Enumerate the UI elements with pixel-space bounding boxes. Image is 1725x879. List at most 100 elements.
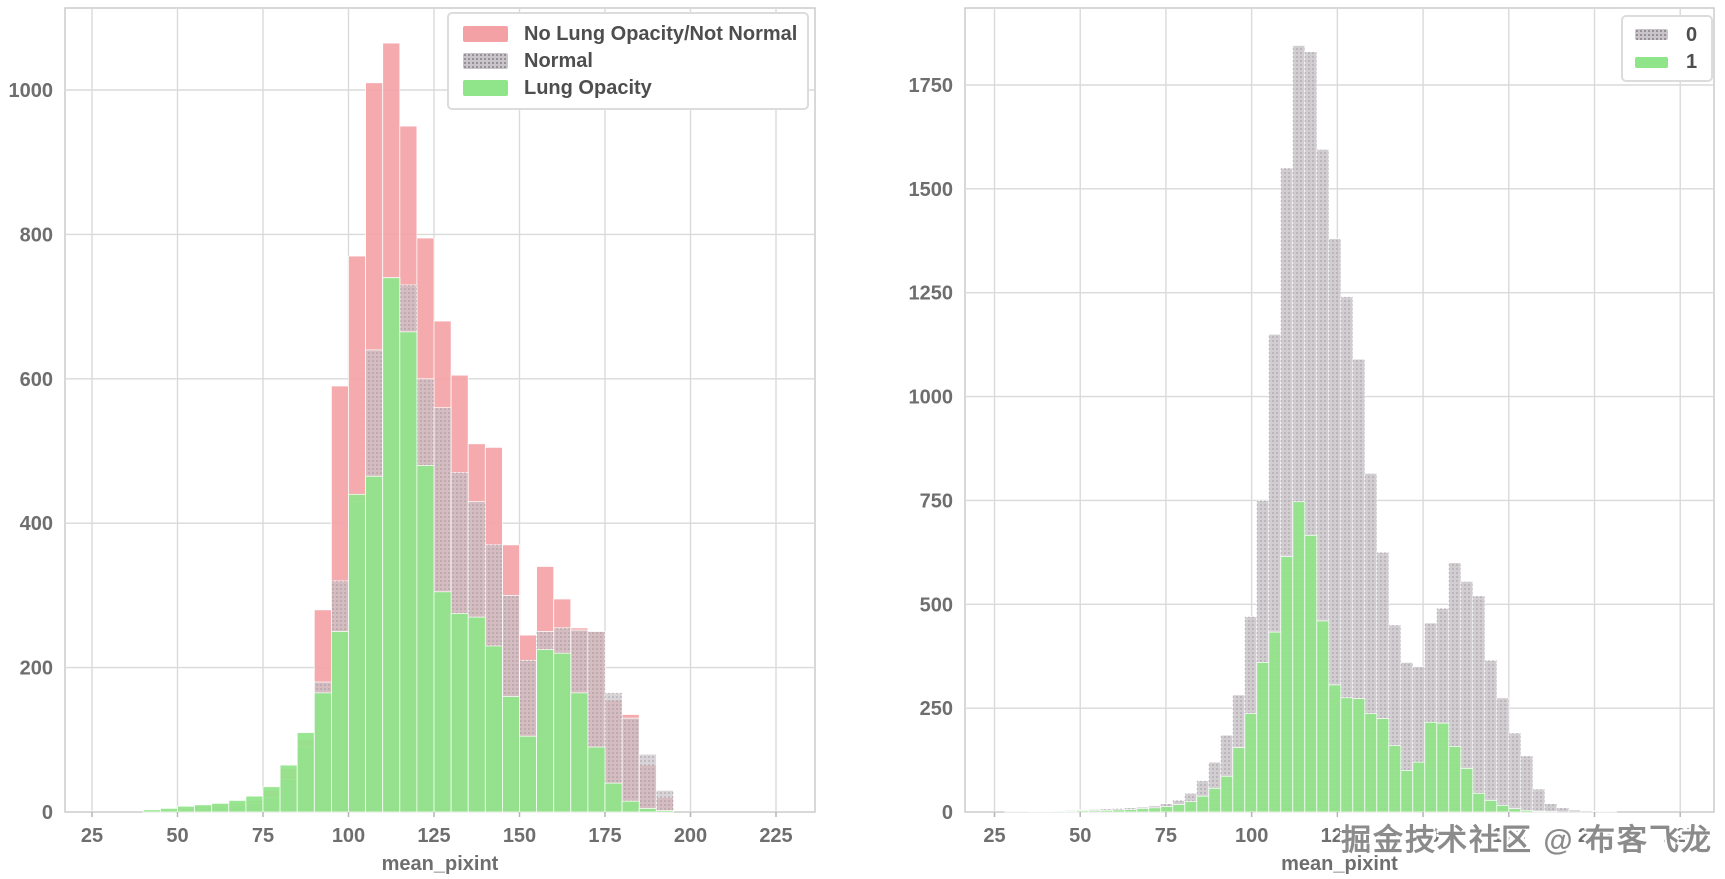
histogram-bar — [570, 692, 589, 813]
x-tick-label: 100 — [332, 825, 365, 847]
histogram-bar — [484, 645, 503, 813]
histogram-bar — [228, 800, 247, 813]
x-tick-label: 125 — [417, 825, 450, 847]
x-tick-label: 50 — [166, 825, 188, 847]
y-tick-label: 1000 — [9, 80, 54, 102]
histogram-bar — [1328, 684, 1342, 813]
histogram-bar — [1124, 809, 1138, 813]
histogram-bar — [1388, 745, 1402, 813]
histogram-bar — [1292, 501, 1306, 813]
y-tick-label: 200 — [20, 658, 53, 680]
histogram-bar — [382, 277, 401, 813]
x-tick-label: 50 — [1069, 825, 1091, 847]
histogram-bar — [194, 804, 213, 813]
x-tick-label: 225 — [759, 825, 792, 847]
y-tick-label: 1750 — [909, 75, 954, 97]
histogram-bar-hatch — [639, 754, 657, 812]
legend-item: Normal — [463, 47, 793, 74]
y-tick-label: 1000 — [909, 387, 954, 409]
histogram-bar — [1232, 747, 1246, 813]
histogram-bar — [1160, 806, 1174, 813]
histogram-bar — [1472, 792, 1486, 813]
y-tick-label: 250 — [920, 698, 953, 720]
x-tick-label: 150 — [1406, 825, 1439, 847]
y-tick-label: 1250 — [909, 283, 954, 305]
histogram-bar-hatch — [656, 790, 674, 812]
histogram-bar — [1064, 810, 1078, 813]
histogram-bar — [1436, 722, 1450, 813]
x-tick-label: 125 — [1321, 825, 1354, 847]
left-histogram-axes: 25 50 75 100 125 150 175 200 225 0 200 400 600 800 100… — [9, 7, 816, 875]
legend-item: Lung Opacity — [463, 75, 793, 102]
histogram-bar — [1052, 810, 1066, 813]
histogram-bar — [262, 786, 281, 813]
histogram-bar — [1496, 804, 1510, 813]
histogram-bar — [177, 805, 196, 813]
y-tick-label: 500 — [920, 594, 953, 616]
histogram-bar — [1196, 795, 1210, 813]
histogram-bar — [655, 810, 674, 813]
histogram-bar — [1148, 807, 1162, 813]
y-tick-label: 600 — [20, 369, 53, 391]
histogram-bar-hatch — [1556, 807, 1569, 812]
histogram-bar — [536, 649, 555, 813]
x-tick-label: 200 — [1578, 825, 1611, 847]
legend-left: No Lung Opacity/Not Normal Normal Lung Opa… — [447, 12, 809, 110]
histogram-bar — [1100, 809, 1114, 813]
histogram-bar — [1340, 697, 1354, 813]
legend-swatch-icon — [1635, 56, 1668, 68]
series-lung-opacity — [142, 277, 674, 813]
histogram-bar — [399, 331, 418, 813]
histogram-bar — [348, 493, 367, 813]
histogram-bar — [1304, 534, 1318, 813]
histogram-bar — [1088, 810, 1102, 813]
y-tick-label: 750 — [920, 490, 953, 512]
legend-item-label: No Lung Opacity/Not Normal — [524, 22, 798, 45]
histogram-bar-hatch — [1520, 755, 1533, 812]
histogram-bar-hatch — [1460, 581, 1473, 812]
histogram-bar — [519, 735, 538, 813]
histogram-bar — [296, 732, 315, 813]
histogram-bar-hatch — [1328, 238, 1341, 812]
y-tick-label: 800 — [20, 224, 53, 246]
histogram-bar — [1256, 662, 1270, 813]
histogram-bar-hatch — [1496, 697, 1509, 812]
legend-swatch-icon — [463, 52, 508, 69]
watermark-text: 掘金技术社区 @ 布客飞龙 — [1341, 824, 1713, 857]
histogram-bar — [330, 631, 349, 813]
x-tick-label: 225 — [1664, 825, 1697, 847]
x-axis-label: mean_pixint — [1281, 853, 1398, 875]
histogram-bar-hatch — [1484, 660, 1497, 812]
x-tick-label: 25 — [983, 825, 1005, 847]
histogram-bar-hatch — [1544, 803, 1557, 812]
histogram-bar — [1520, 809, 1534, 813]
histogram-bar — [1448, 745, 1462, 813]
histogram-bar — [416, 465, 435, 813]
legend-item-label: 0 — [1686, 23, 1698, 46]
y-tick-label: 0 — [942, 802, 953, 824]
legend-item: 1 — [1635, 49, 1699, 77]
histogram-bar — [553, 652, 572, 813]
x-axis-label: mean_pixint — [382, 853, 499, 875]
histogram-bar-hatch — [1532, 789, 1545, 812]
histogram-bar — [1484, 799, 1498, 813]
histogram-bar — [501, 696, 520, 813]
histogram-bar — [1412, 761, 1426, 813]
histogram-bar-hatch — [1568, 809, 1581, 812]
histogram-bar — [245, 795, 264, 813]
histogram-bar — [1316, 620, 1330, 813]
legend-swatch-icon — [463, 80, 508, 97]
histogram-bar-hatch — [1340, 296, 1353, 812]
histogram-bar — [1268, 631, 1282, 813]
histogram-bar — [1376, 718, 1390, 813]
histogram-bar-hatch — [1592, 811, 1605, 812]
legend-item-label: Lung Opacity — [524, 77, 652, 100]
histogram-bar — [1244, 713, 1258, 813]
histogram-bar — [1424, 721, 1438, 813]
histogram-bar — [1208, 787, 1222, 813]
legend-item-label: Normal — [524, 49, 593, 72]
x-tick-label: 175 — [1492, 825, 1525, 847]
histogram-bar — [142, 809, 161, 813]
